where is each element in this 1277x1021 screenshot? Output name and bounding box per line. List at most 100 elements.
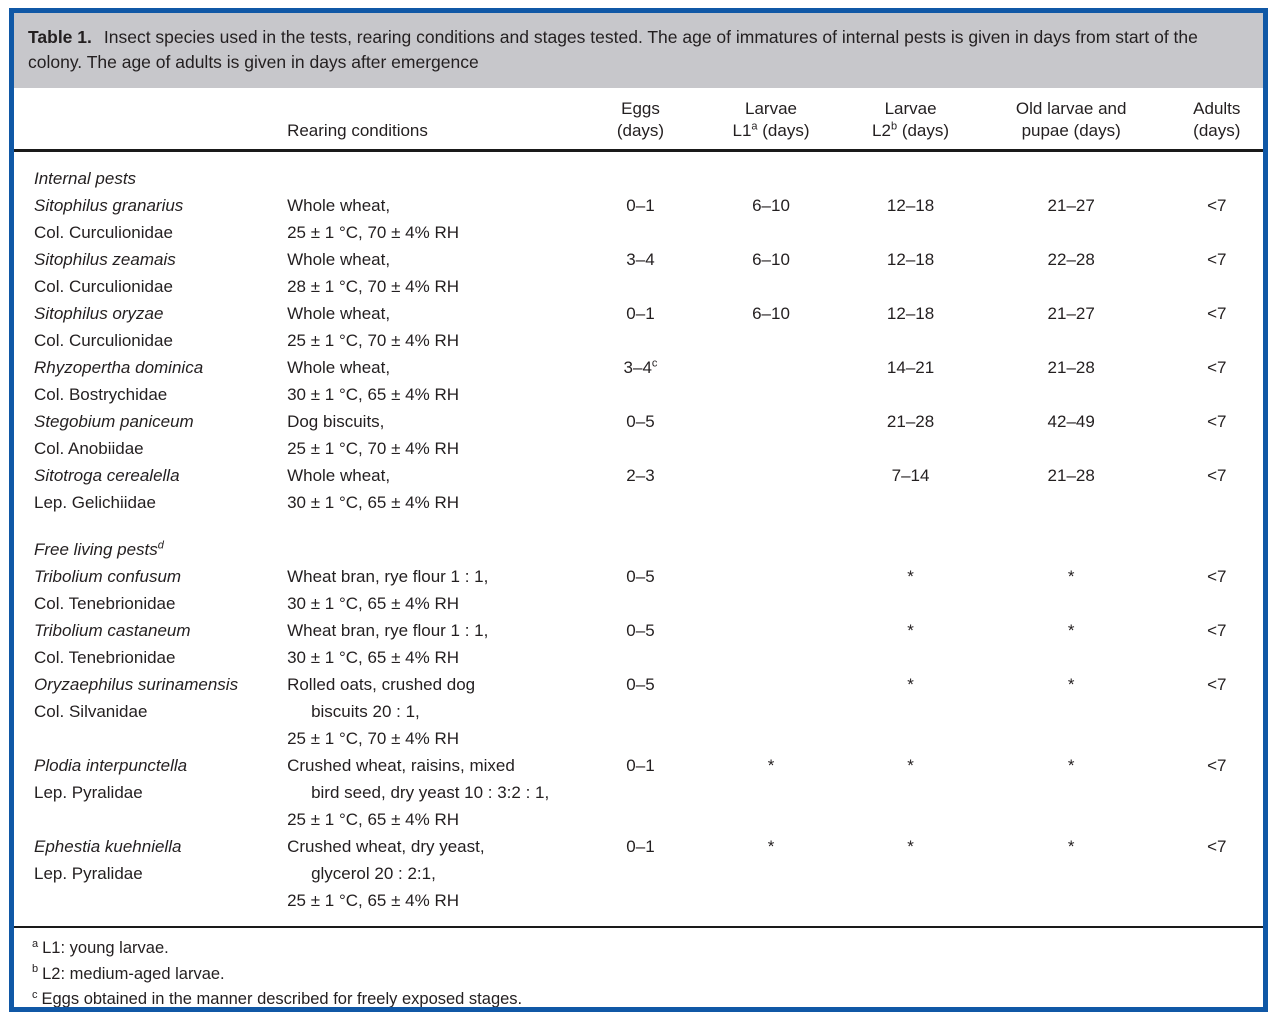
table-row: Ephestia kuehniella Lep. Pyralidae Crushed… bbox=[14, 833, 1263, 914]
old-larvae-pupae-value: 42–49 bbox=[1047, 412, 1095, 431]
species-cell: Stegobium paniceum Col. Anobiidae bbox=[14, 408, 287, 462]
species-name: Sitotroga cerealella bbox=[34, 466, 180, 485]
species-name: Ephestia kuehniella bbox=[34, 837, 182, 856]
rearing-conditions-cell: Whole wheat, 28 ± 1 °C, 70 ± 4% RH bbox=[287, 246, 588, 300]
rearing-conditions-cell: Whole wheat, 30 ± 1 °C, 65 ± 4% RH bbox=[287, 462, 588, 516]
species-name: Rhyzopertha dominica bbox=[34, 358, 204, 377]
family-name: Lep. Pyralidae bbox=[34, 783, 143, 802]
eggs-value: 0–5 bbox=[626, 567, 655, 586]
species-name: Sitophilus zeamais bbox=[34, 250, 176, 269]
rearing-line: 25 ± 1 °C, 65 ± 4% RH bbox=[287, 891, 459, 910]
larvae-l1-value bbox=[693, 354, 850, 408]
larvae-l1-value: * bbox=[767, 756, 775, 775]
rearing-line: 30 ± 1 °C, 65 ± 4% RH bbox=[287, 594, 459, 613]
adults-value: <7 bbox=[1207, 756, 1227, 775]
rearing-line: Wheat bran, rye flour 1 : 1, bbox=[287, 567, 489, 586]
family-name: Col. Curculionidae bbox=[34, 223, 173, 242]
section-title: Internal pests bbox=[34, 169, 137, 188]
rearing-line: Whole wheat, bbox=[287, 304, 391, 323]
table-caption: Table 1. Insect species used in the tests… bbox=[14, 13, 1263, 88]
footnote-divider bbox=[14, 926, 1263, 928]
species-cell: Sitophilus granarius Col. Curculionidae bbox=[14, 192, 287, 246]
rearing-conditions-cell: Wheat bran, rye flour 1 : 1, 30 ± 1 °C, 6… bbox=[287, 617, 588, 671]
species-cell: Tribolium confusum Col. Tenebrionidae bbox=[14, 563, 287, 617]
table-row: Oryzaephilus surinamensis Col. Silvanidae… bbox=[14, 671, 1263, 752]
family-name: Col. Tenebrionidae bbox=[34, 648, 176, 667]
larvae-l2-value: * bbox=[907, 756, 914, 775]
adults-value: <7 bbox=[1207, 196, 1227, 215]
larvae-l2-value: 14–21 bbox=[886, 358, 935, 377]
table-row: Tribolium castaneum Col. Tenebrionidae Whe… bbox=[14, 617, 1263, 671]
eggs-value: 2–3 bbox=[626, 466, 655, 485]
rearing-conditions-cell: Rolled oats, crushed dog biscuits 20 : 1,… bbox=[287, 671, 588, 752]
species-cell: Ephestia kuehniella Lep. Pyralidae bbox=[14, 833, 287, 914]
rearing-line: bird seed, dry yeast 10 : 3:2 : 1, bbox=[311, 783, 550, 802]
species-name: Oryzaephilus surinamensis bbox=[34, 675, 239, 694]
old-larvae-pupae-value: * bbox=[1067, 621, 1075, 640]
larvae-l2-value: 21–28 bbox=[886, 412, 935, 431]
old-larvae-pupae-value: * bbox=[1067, 756, 1075, 775]
family-name: Col. Curculionidae bbox=[34, 277, 173, 296]
footnotes: a L1: young larvae. b L2: medium-aged larva… bbox=[14, 928, 1263, 1007]
family-name: Col. Tenebrionidae bbox=[34, 594, 176, 613]
column-header-l2: Larvae L2b (days) bbox=[849, 88, 972, 152]
section-header-row: Internal pests bbox=[14, 151, 1263, 193]
species-name: Sitophilus granarius bbox=[34, 196, 184, 215]
species-name: Plodia interpunctella bbox=[34, 756, 188, 775]
rearing-conditions-cell: Crushed wheat, raisins, mixed bird seed, … bbox=[287, 752, 588, 833]
family-name: Col. Silvanidae bbox=[34, 702, 148, 721]
eggs-value: 3–4 bbox=[626, 250, 655, 269]
eggs-value: 0–5 bbox=[626, 675, 655, 694]
adults-value: <7 bbox=[1207, 358, 1227, 377]
rearing-line: Wheat bran, rye flour 1 : 1, bbox=[287, 621, 489, 640]
table-caption-label: Table 1. bbox=[28, 27, 92, 47]
rearing-line: 25 ± 1 °C, 65 ± 4% RH bbox=[287, 810, 459, 829]
rearing-conditions-cell: Dog biscuits, 25 ± 1 °C, 70 ± 4% RH bbox=[287, 408, 588, 462]
species-cell: Sitophilus oryzae Col. Curculionidae bbox=[14, 300, 287, 354]
column-header-eggs: Eggs (days) bbox=[588, 88, 693, 152]
rearing-line: Dog biscuits, bbox=[287, 412, 385, 431]
column-header-adults: Adults (days) bbox=[1170, 88, 1263, 152]
rearing-line: 30 ± 1 °C, 65 ± 4% RH bbox=[287, 385, 459, 404]
larvae-l1-value bbox=[693, 408, 850, 462]
larvae-l2-value: 12–18 bbox=[886, 304, 935, 323]
larvae-l1-value bbox=[693, 617, 850, 671]
table-row: Plodia interpunctella Lep. Pyralidae Crush… bbox=[14, 752, 1263, 833]
rearing-line: Whole wheat, bbox=[287, 196, 391, 215]
eggs-value: 0–1 bbox=[626, 196, 655, 215]
table-row: Stegobium paniceum Col. Anobiidae Dog bisc… bbox=[14, 408, 1263, 462]
eggs-value: 0–1 bbox=[626, 304, 655, 323]
species-cell: Oryzaephilus surinamensis Col. Silvanidae bbox=[14, 671, 287, 752]
footnote-marker: a bbox=[32, 937, 39, 950]
larvae-l2-value: * bbox=[907, 837, 914, 856]
adults-value: <7 bbox=[1207, 304, 1227, 323]
footnote: a L1: young larvae. bbox=[32, 936, 1243, 962]
rearing-line: Crushed wheat, raisins, mixed bbox=[287, 756, 515, 775]
table-row: Sitophilus zeamais Col. Curculionidae Whol… bbox=[14, 246, 1263, 300]
old-larvae-pupae-value: 21–27 bbox=[1047, 304, 1095, 323]
larvae-l1-value: * bbox=[767, 837, 775, 856]
rearing-conditions-cell: Crushed wheat, dry yeast, glycerol 20 : 2… bbox=[287, 833, 588, 914]
adults-value: <7 bbox=[1207, 837, 1227, 856]
species-name: Stegobium paniceum bbox=[34, 412, 194, 431]
rearing-conditions-cell: Whole wheat, 30 ± 1 °C, 65 ± 4% RH bbox=[287, 354, 588, 408]
family-name: Col. Curculionidae bbox=[34, 331, 173, 350]
eggs-value: 0–1 bbox=[626, 756, 655, 775]
adults-value: <7 bbox=[1207, 675, 1227, 694]
family-name: Lep. Gelichiidae bbox=[34, 493, 156, 512]
data-table: Rearing conditions Eggs (days) Larvae L1a (d… bbox=[14, 88, 1263, 914]
old-larvae-pupae-value: * bbox=[1067, 837, 1075, 856]
species-cell: Sitotroga cerealella Lep. Gelichiidae bbox=[14, 462, 287, 516]
species-cell: Plodia interpunctella Lep. Pyralidae bbox=[14, 752, 287, 833]
larvae-l1-value bbox=[693, 563, 850, 617]
family-name: Lep. Pyralidae bbox=[34, 864, 143, 883]
table-header: Rearing conditions Eggs (days) Larvae L1a (d… bbox=[14, 88, 1263, 152]
larvae-l1-value: 6–10 bbox=[752, 196, 790, 215]
species-name: Tribolium confusum bbox=[34, 567, 182, 586]
footnote-text: L2: medium-aged larvae. bbox=[42, 964, 225, 983]
larvae-l2-value: 12–18 bbox=[886, 250, 935, 269]
table-row: Tribolium confusum Col. Tenebrionidae Whea… bbox=[14, 563, 1263, 617]
species-name: Tribolium castaneum bbox=[34, 621, 191, 640]
species-cell: Sitophilus zeamais Col. Curculionidae bbox=[14, 246, 287, 300]
family-name: Col. Anobiidae bbox=[34, 439, 144, 458]
